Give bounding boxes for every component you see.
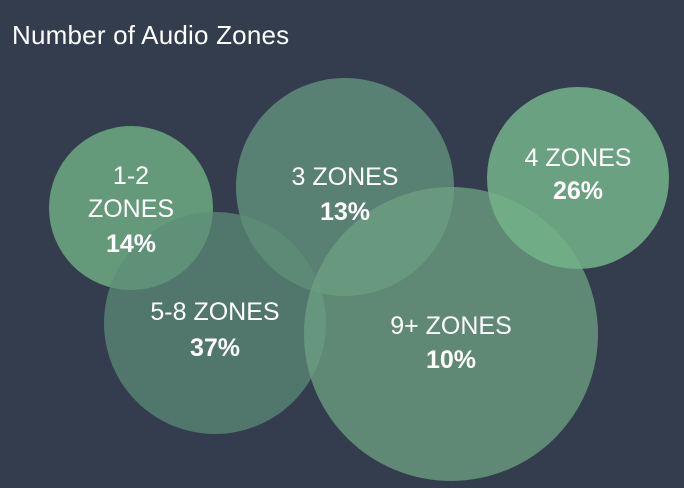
bubble-label-5-1: 9+ ZONES (390, 312, 512, 340)
bubble-value-2: 13% (320, 198, 370, 226)
bubble-3 (487, 87, 669, 269)
bubble-value-1: 14% (106, 230, 156, 258)
bubble-label-3-1: 4 ZONES (525, 144, 632, 172)
bubble-label-1-2: ZONES (88, 195, 174, 223)
bubble-value-5: 10% (426, 346, 476, 374)
bubble-label-4-1: 5-8 ZONES (150, 298, 279, 326)
labels-layer: 1-2 ZONES 14% 3 ZONES 13% 4 ZONES 26% 5-8 ZONES… (88, 144, 632, 374)
bubble-5 (304, 187, 598, 481)
bubble-value-3: 26% (553, 177, 603, 205)
chart-title: Number of Audio Zones (12, 20, 290, 50)
bubble-4 (104, 212, 326, 434)
bubble-value-4: 37% (190, 334, 240, 362)
bubble-label-1-1: 1-2 (113, 162, 149, 190)
bubbles-layer (49, 78, 669, 481)
bubble-label-2-1: 3 ZONES (292, 163, 399, 191)
